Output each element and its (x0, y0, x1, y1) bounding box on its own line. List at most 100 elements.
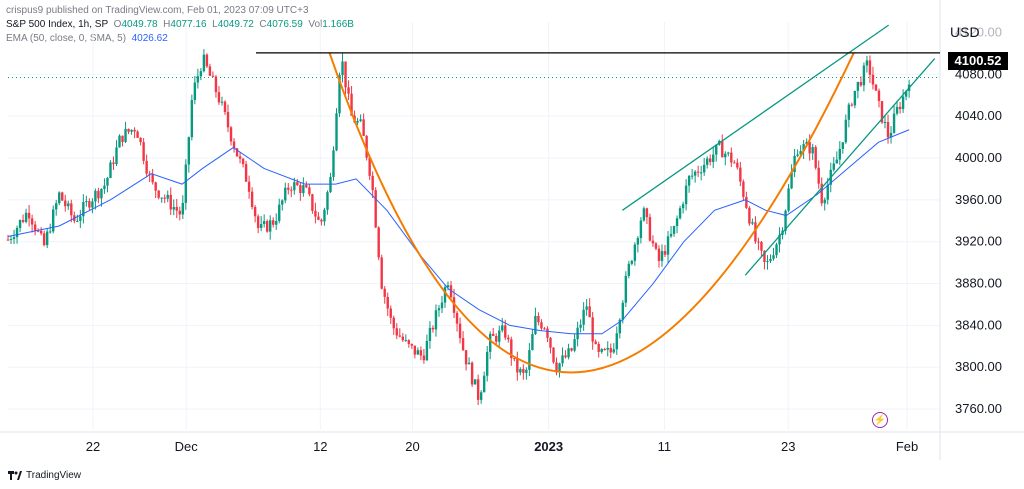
candle-body (112, 162, 115, 165)
x-tick-label: 12 (313, 439, 327, 454)
candle-body (564, 355, 567, 358)
candle-body (416, 350, 420, 355)
candle-body (275, 221, 278, 225)
ema-legend[interactable]: EMA (50, close, 0, SMA, 5) 4026.62 (6, 32, 354, 46)
candle-body (106, 177, 109, 186)
candle-body (250, 191, 254, 208)
candle-body (889, 132, 893, 138)
candle-body (805, 141, 808, 145)
candle-body (172, 207, 175, 210)
candle-body (766, 261, 769, 263)
candle-body (127, 128, 130, 132)
candle-body (838, 148, 842, 160)
candle-body (320, 219, 323, 222)
candle-body (654, 243, 658, 249)
candle-body (70, 203, 73, 216)
channel-lower-line (744, 58, 936, 276)
candle-body (187, 137, 191, 165)
currency-label[interactable]: USD (950, 24, 980, 40)
candle-body (495, 335, 498, 342)
candle-body (883, 121, 887, 123)
candle-body (383, 288, 386, 297)
candle-body (205, 54, 209, 67)
candle-body (350, 93, 353, 116)
candle-body (265, 221, 269, 232)
candle-body (485, 351, 489, 376)
candle-body (712, 154, 715, 163)
footer: TradingView (8, 470, 81, 481)
candle-body (600, 348, 603, 352)
candle-body (516, 358, 519, 373)
candle-body (736, 162, 739, 168)
candle-body (440, 302, 444, 309)
candle-body (835, 159, 838, 164)
candle-body (772, 255, 775, 259)
candle-body (36, 230, 40, 232)
candle-body (684, 185, 688, 205)
candle-body (121, 135, 124, 142)
candle-body (244, 164, 248, 182)
candle-body (522, 368, 525, 373)
candle-body (262, 221, 266, 225)
candle-body (58, 192, 61, 204)
candle-body (308, 187, 311, 195)
volume-label: Vol (308, 19, 323, 30)
candle-body (832, 163, 835, 170)
candle-body (528, 350, 531, 370)
candle-body (30, 218, 34, 225)
ema-line (7, 129, 910, 335)
candle-body (507, 337, 510, 340)
candle-body (588, 306, 591, 318)
candle-body (21, 220, 25, 222)
candle-body (826, 184, 829, 200)
candle-body (181, 202, 184, 215)
candle-body (769, 258, 772, 262)
flash-icon[interactable]: ⚡ (872, 412, 888, 428)
candle-body (229, 127, 233, 142)
candle-body (226, 112, 230, 128)
candle-body (410, 343, 414, 346)
candle-body (305, 185, 308, 188)
candle-body (702, 164, 706, 173)
candle-body (778, 234, 781, 245)
candle-body (145, 160, 148, 174)
candle-body (362, 119, 365, 136)
candle-body (118, 135, 121, 148)
candle-body (314, 210, 317, 217)
symbol-name[interactable]: S&P 500 Index, 1h, SP (6, 19, 109, 30)
high-value: 4077.16 (170, 19, 207, 30)
candle-body (284, 187, 287, 201)
candle-body (389, 308, 392, 318)
candle-body (799, 151, 802, 155)
candle-body (332, 150, 335, 177)
candle-body (178, 210, 181, 215)
candle-body (549, 337, 552, 348)
candle-body (278, 204, 281, 222)
candle-body (317, 216, 320, 220)
candle-body (15, 227, 19, 238)
candle-body (603, 348, 606, 350)
ohlc-line: S&P 500 Index, 1h, SP O4049.78 H4077.16 … (6, 18, 354, 32)
candle-body (853, 90, 857, 106)
candle-body (724, 153, 727, 158)
candle-body (642, 208, 646, 221)
candle-body (293, 182, 296, 191)
candle-body (627, 263, 631, 276)
candle-body (585, 306, 588, 310)
candle-body (537, 315, 540, 323)
candle-body (18, 220, 22, 228)
candle-body (461, 338, 465, 351)
candle-body (865, 60, 869, 66)
candle-body (690, 175, 694, 177)
candle-body (904, 90, 908, 97)
tradingview-brand[interactable]: TradingView (26, 470, 82, 481)
candle-body (681, 204, 685, 209)
candle-body (42, 233, 46, 246)
candle-body (823, 199, 826, 204)
candle-body (790, 172, 793, 189)
candle-body (501, 325, 504, 331)
x-tick-label: 23 (781, 439, 795, 454)
low-label: L (212, 19, 218, 30)
candle-body (407, 340, 411, 344)
